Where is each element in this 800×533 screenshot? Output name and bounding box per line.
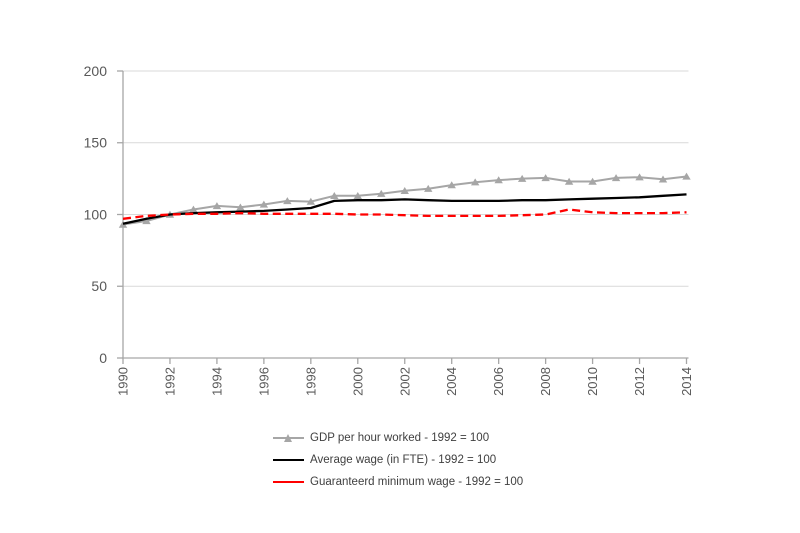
triangle-marker	[212, 202, 222, 210]
x-tick-label: 2006	[491, 367, 506, 396]
y-tick-label: 50	[91, 278, 107, 294]
triangle-marker	[424, 184, 433, 192]
y-tick-label: 100	[84, 206, 108, 222]
triangle-marker	[142, 217, 151, 225]
triangle-marker	[682, 172, 691, 180]
legend-label-minimum-wage: Guaranteerd minimum wage - 1992 = 100	[310, 476, 524, 488]
x-tick-label: 2008	[538, 367, 553, 396]
legend-item-minimum-wage: Guaranteerd minimum wage - 1992 = 100	[273, 475, 523, 489]
gdp-line-swatch-icon	[273, 434, 304, 442]
x-tick-label: 2010	[585, 367, 600, 396]
triangle-marker	[400, 187, 409, 195]
legend-item-average-wage: Average wage (in FTE) - 1992 = 100	[273, 453, 523, 467]
triangle-marker	[541, 174, 550, 182]
triangle-marker	[658, 175, 668, 183]
triangle-marker	[564, 177, 574, 185]
x-tick-label: 2000	[350, 367, 365, 396]
triangle-marker	[447, 181, 456, 189]
x-tick-label: 1996	[256, 367, 271, 396]
x-tick-label: 1992	[162, 367, 177, 396]
x-tick-label: 1998	[303, 367, 318, 396]
triangle-marker	[588, 177, 597, 185]
triangle-marker	[635, 173, 644, 181]
minimum-wage-line-swatch-icon	[273, 481, 304, 483]
triangle-marker	[377, 189, 386, 197]
legend-label-average-wage: Average wage (in FTE) - 1992 = 100	[310, 454, 497, 466]
triangle-marker	[470, 178, 480, 186]
triangle-marker	[517, 174, 527, 182]
x-tick-label: 2014	[679, 367, 694, 396]
x-tick-label: 1994	[209, 367, 224, 396]
series-line-1	[122, 193, 687, 225]
x-tick-label: 1990	[116, 367, 131, 396]
series-line-2	[122, 208, 687, 220]
legend-label-gdp: GDP per hour worked - 1992 = 100	[310, 432, 490, 444]
y-tick-label: 0	[99, 350, 107, 366]
triangle-marker	[353, 192, 362, 200]
average-wage-line-swatch-icon	[273, 459, 304, 461]
chart-legend: GDP per hour worked - 1992 = 100 Average…	[273, 431, 523, 489]
triangle-marker	[611, 174, 621, 182]
triangle-marker	[494, 176, 503, 184]
triangle-marker-icon	[284, 434, 292, 442]
y-tick-label: 150	[84, 135, 108, 151]
triangle-marker	[259, 200, 269, 208]
x-tick-label: 2012	[632, 367, 647, 396]
triangle-marker	[283, 197, 292, 205]
legend-item-gdp: GDP per hour worked - 1992 = 100	[273, 431, 523, 445]
triangle-marker	[236, 203, 245, 211]
x-tick-label: 2002	[397, 367, 412, 396]
triangle-marker	[330, 192, 339, 200]
triangle-marker	[118, 220, 128, 228]
x-tick-label: 2004	[444, 367, 459, 396]
y-tick-label: 200	[84, 63, 108, 79]
triangle-marker	[189, 205, 198, 213]
triangle-marker	[306, 197, 316, 205]
